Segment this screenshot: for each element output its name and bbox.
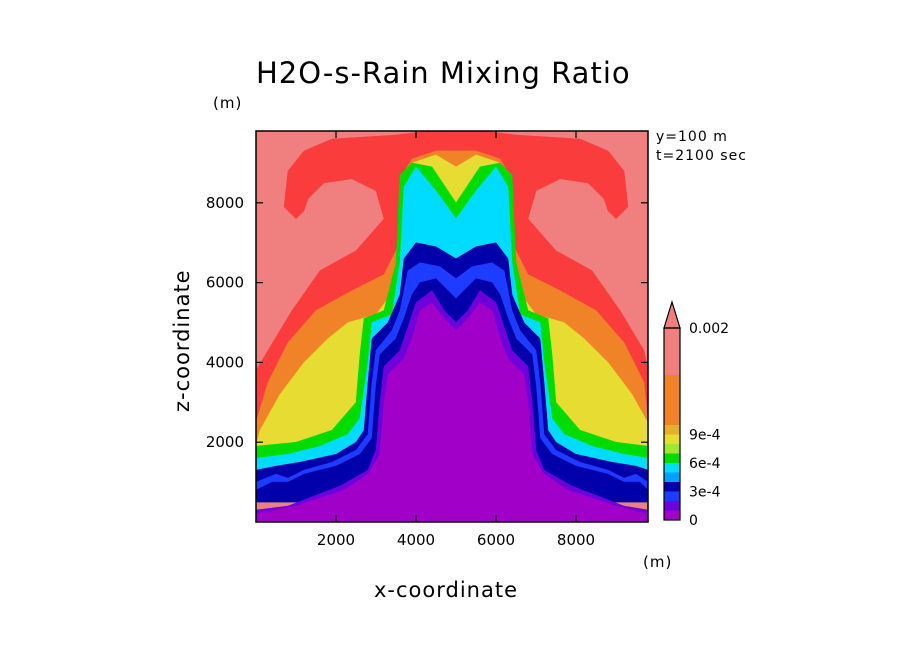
colorbar-band: [664, 463, 680, 473]
contour-band-10: [256, 302, 648, 522]
y-tick-label: 6000: [206, 274, 244, 292]
x-tick-label: 4000: [397, 531, 435, 549]
colorbar-band: [664, 501, 680, 511]
x-tick-label: 8000: [557, 531, 595, 549]
colorbar-label: 0.002: [689, 321, 729, 337]
chart-title: H2O-s-Rain Mixing Ratio: [256, 56, 631, 90]
plot-frame: [255, 130, 649, 523]
colorbar-band: [664, 482, 680, 492]
y-position-annotation: y=100 m: [656, 129, 728, 145]
y-axis-unit: (m): [213, 94, 243, 112]
colorbar-band-top: [664, 328, 680, 375]
contour-fields: [256, 131, 648, 522]
colorbar-frame: [663, 327, 681, 521]
colorbar-band: [664, 425, 680, 435]
x-tick-label: 2000: [317, 531, 355, 549]
time-annotation: t=2100 sec: [656, 148, 747, 164]
x-axis-unit: (m): [643, 553, 673, 571]
colorbar: 0 3e-4 6e-4 9e-4 0.002: [663, 299, 729, 529]
colorbar-band: [664, 472, 680, 482]
colorbar-band: [664, 434, 680, 444]
axis-ticks: 2000 4000 6000 8000 2000 4000 6000 8000: [206, 131, 648, 549]
y-tick-label: 4000: [206, 353, 244, 371]
colorbar-band: [664, 375, 680, 425]
colorbar-band: [664, 491, 680, 501]
x-axis-label: x-coordinate: [374, 578, 519, 602]
colorbar-label: 3e-4: [689, 485, 721, 501]
y-tick-label: 2000: [206, 433, 244, 451]
colorbar-band: [664, 453, 680, 463]
colorbar-label: 0: [689, 513, 698, 529]
colorbar-label: 9e-4: [689, 428, 721, 444]
y-tick-label: 8000: [206, 194, 244, 212]
colorbar-label: 6e-4: [689, 456, 721, 472]
colorbar-extend-arrow: [663, 299, 681, 329]
colorbar-band: [664, 444, 680, 454]
x-tick-label: 6000: [477, 531, 515, 549]
colorbar-band: [664, 510, 680, 520]
